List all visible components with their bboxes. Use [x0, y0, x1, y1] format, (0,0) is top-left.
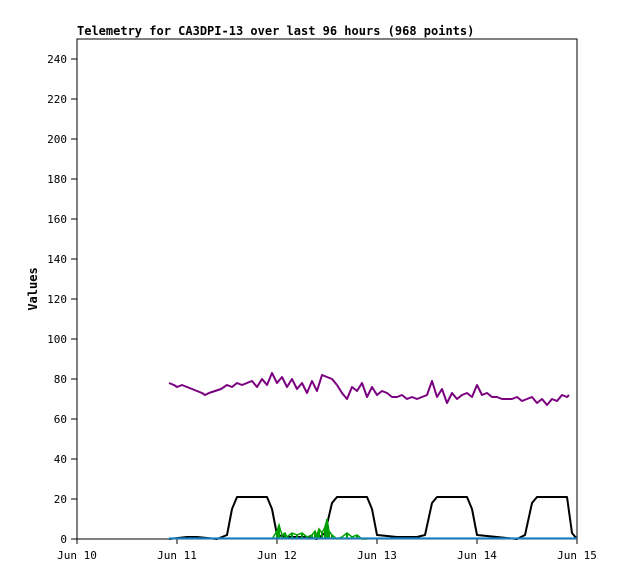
y-tick-label: 20	[54, 493, 67, 506]
x-axis: Jun 10 Jun 11 Jun 12 Jun 13 Jun 14 Jun 15	[57, 539, 597, 562]
x-tick-label: Jun 13	[357, 549, 397, 562]
y-axis: 0 20 40 60 80 100 120 140 160 180 200 220 240	[47, 53, 77, 546]
y-tick-label: 0	[60, 533, 67, 546]
y-tick-label: 160	[47, 213, 67, 226]
y-tick-label: 100	[47, 333, 67, 346]
series-layer	[168, 372, 578, 540]
x-tick-label: Jun 14	[457, 549, 497, 562]
y-tick-label: 80	[54, 373, 67, 386]
y-axis-label: Values	[26, 267, 40, 310]
y-tick-label: 140	[47, 253, 67, 266]
plot-frame	[76, 38, 578, 540]
y-tick-label: 40	[54, 453, 67, 466]
x-tick-label: Jun 15	[557, 549, 597, 562]
x-tick-label: Jun 10	[57, 549, 97, 562]
y-tick-label: 240	[47, 53, 67, 66]
series-1	[168, 496, 578, 540]
chart-title: Telemetry for CA3DPI-13 over last 96 hou…	[77, 24, 474, 38]
series-2-line	[271, 518, 367, 540]
y-tick-label: 60	[54, 413, 67, 426]
series-1-line	[168, 496, 578, 540]
series-0-line	[168, 372, 570, 406]
x-tick-label: Jun 11	[157, 549, 197, 562]
series-0	[168, 372, 570, 406]
x-tick-label: Jun 12	[257, 549, 297, 562]
y-tick-label: 220	[47, 93, 67, 106]
y-tick-label: 180	[47, 173, 67, 186]
series-2	[271, 518, 367, 540]
y-tick-label: 120	[47, 293, 67, 306]
y-tick-label: 200	[47, 133, 67, 146]
